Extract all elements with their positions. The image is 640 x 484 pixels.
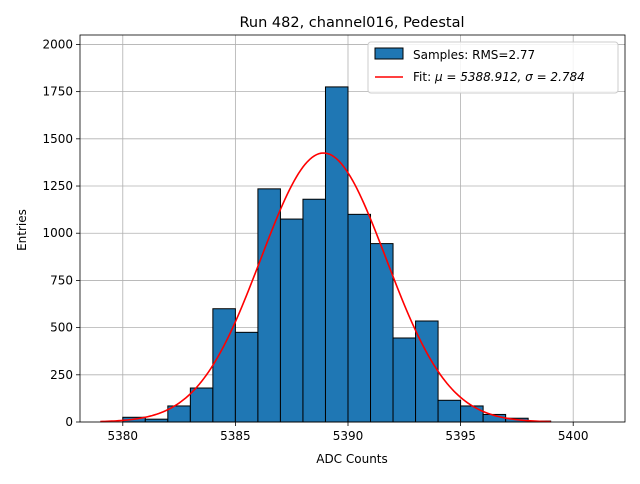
legend-fit-prefix: Fit:	[413, 70, 435, 84]
x-tick-label: 5385	[220, 429, 251, 443]
y-tick-label: 250	[50, 368, 73, 382]
plot-frame	[79, 34, 626, 423]
histogram-bar	[234, 331, 259, 423]
histogram-bar	[257, 188, 281, 423]
histogram-bar	[460, 405, 484, 423]
histogram-bar	[144, 418, 169, 423]
legend-fit-params: μ = 5388.912, σ = 2.784	[434, 70, 585, 84]
histogram-bar	[437, 399, 462, 423]
x-tick-label: 5380	[108, 429, 139, 443]
y-tick-label: 1250	[42, 179, 73, 193]
histogram-bar	[324, 86, 349, 423]
legend: Samples: RMS=2.77 Fit: μ = 5388.912, σ =…	[367, 41, 619, 94]
histogram-bars	[122, 86, 552, 423]
y-tick-label: 1000	[42, 226, 73, 240]
y-tick-label: 1500	[42, 132, 73, 146]
x-tick-label: 5400	[558, 429, 589, 443]
fit-curve-layer	[100, 152, 551, 423]
y-tick-label: 2000	[42, 37, 73, 51]
histogram-bar	[279, 218, 304, 423]
legend-histogram-label: Samples: RMS=2.77	[413, 48, 535, 62]
chart-title: Run 482, channel016, Pedestal	[239, 15, 464, 31]
x-axis-ticks: 5380 5385 5390 5395 5400	[108, 422, 589, 443]
x-tick-label: 5390	[333, 429, 364, 443]
x-tick-label: 5395	[445, 429, 476, 443]
histogram-bar	[370, 243, 394, 423]
legend-fit-label: Fit: μ = 5388.912, σ = 2.784	[413, 70, 585, 84]
histogram-bar	[189, 387, 214, 423]
y-tick-label: 500	[50, 321, 73, 335]
fit-curve	[100, 152, 551, 423]
legend-histogram-swatch	[374, 47, 404, 60]
legend-box	[367, 41, 619, 94]
y-tick-label: 1750	[42, 85, 73, 99]
histogram-bar	[347, 213, 372, 423]
x-axis-label: ADC Counts	[316, 452, 388, 466]
y-tick-label: 750	[50, 273, 73, 287]
histogram-bar	[212, 308, 236, 423]
histogram-bar	[392, 337, 417, 423]
y-axis-label: Entries	[15, 209, 29, 251]
y-tick-label: 0	[65, 415, 73, 429]
histogram-bar	[302, 198, 326, 423]
y-axis-ticks: 0 250 500 750 1000 1250 1500 1750 2000	[42, 37, 80, 429]
